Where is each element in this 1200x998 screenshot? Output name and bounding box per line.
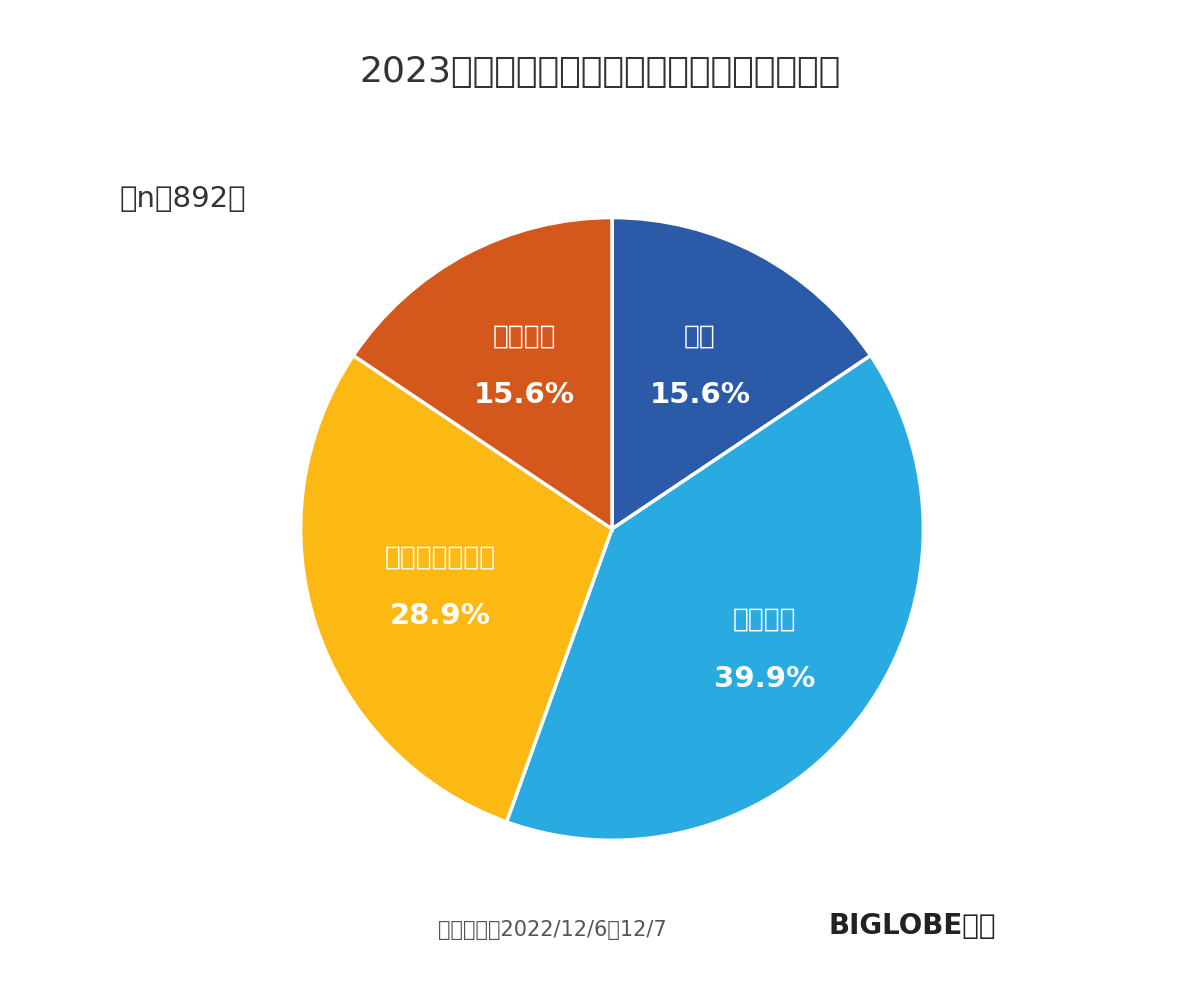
Wedge shape	[612, 218, 871, 529]
Wedge shape	[353, 218, 612, 529]
Text: 15.6%: 15.6%	[474, 381, 575, 409]
Text: 思わない: 思わない	[492, 323, 556, 349]
Text: 思う: 思う	[684, 323, 716, 349]
Wedge shape	[506, 355, 923, 840]
Text: BIGLOBE調べ: BIGLOBE調べ	[828, 912, 996, 940]
Text: やや思う: やや思う	[732, 607, 796, 633]
Text: 39.9%: 39.9%	[714, 665, 815, 693]
Text: （n＝892）: （n＝892）	[120, 185, 247, 213]
Wedge shape	[301, 355, 612, 822]
Text: 2023年リスキリングに取り組みたいと思うか: 2023年リスキリングに取り組みたいと思うか	[359, 55, 841, 89]
Text: あまり思わない: あまり思わない	[385, 544, 496, 570]
Text: 調査期間：2022/12/6～12/7: 調査期間：2022/12/6～12/7	[438, 920, 666, 940]
Text: 28.9%: 28.9%	[390, 603, 491, 631]
Text: 15.6%: 15.6%	[649, 381, 750, 409]
